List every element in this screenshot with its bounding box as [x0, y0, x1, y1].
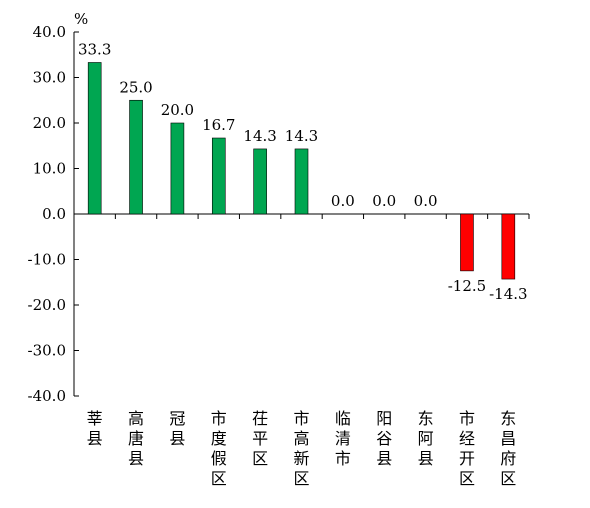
y-tick-label: 0.0 [42, 205, 66, 223]
x-tick-label: 莘县 [87, 409, 103, 448]
y-tick-label: 30.0 [33, 69, 66, 87]
y-tick-label: -20.0 [28, 296, 66, 314]
x-tick-label: 冠县 [169, 409, 185, 448]
bar [170, 122, 185, 215]
category-labels: 莘县 高唐县 冠县 市度假区 茌平区 市高新区 临清市 阳谷县 东阿县 市经开区 东昌府区 [87, 409, 517, 488]
data-label: 33.3 [78, 40, 111, 58]
bar [87, 62, 102, 215]
y-tick-label: -10.0 [28, 251, 66, 269]
data-label: 25.0 [119, 78, 152, 96]
data-label: -14.3 [489, 285, 527, 303]
bars [87, 62, 516, 280]
y-axis-unit: % [74, 10, 88, 28]
bar [501, 213, 516, 280]
bar [129, 99, 143, 215]
x-tick-label: 临清市 [335, 409, 351, 468]
y-tick-label: 40.0 [33, 23, 66, 41]
value-labels: 33.3 25.0 20.0 16.7 14.3 14.3 0.0 0.0 0.0 -12.5 -1… [78, 40, 528, 303]
x-tick-label: 市度假区 [211, 409, 227, 488]
data-label: 14.3 [285, 127, 318, 145]
x-tick-label: 市高新区 [293, 409, 309, 488]
bar [211, 137, 226, 215]
x-tick-label: 高唐县 [128, 409, 144, 468]
data-label: 20.0 [161, 101, 194, 119]
x-tick-label: 东昌府区 [500, 409, 516, 488]
data-label: -12.5 [448, 277, 486, 295]
y-tick-label: 10.0 [33, 160, 66, 178]
x-tick-label: 市经开区 [459, 409, 475, 488]
data-label: 0.0 [414, 192, 438, 210]
bar [253, 148, 267, 215]
data-label: 14.3 [243, 127, 276, 145]
y-tick-label: 20.0 [33, 114, 66, 132]
data-label: 16.7 [202, 116, 235, 134]
y-axis-ticks: 40.0 30.0 20.0 10.0 0.0 -10.0 -20.0 -30.0 -40.0 [28, 23, 79, 405]
bar [294, 148, 309, 215]
data-label: 0.0 [372, 192, 396, 210]
x-tick-label: 阳谷县 [376, 409, 392, 468]
x-tick-label: 东阿县 [418, 409, 434, 468]
bar [460, 213, 474, 272]
x-tick-label: 茌平区 [252, 409, 268, 468]
y-tick-label: -40.0 [28, 387, 66, 405]
data-label: 0.0 [331, 192, 355, 210]
y-tick-label: -30.0 [28, 342, 66, 360]
